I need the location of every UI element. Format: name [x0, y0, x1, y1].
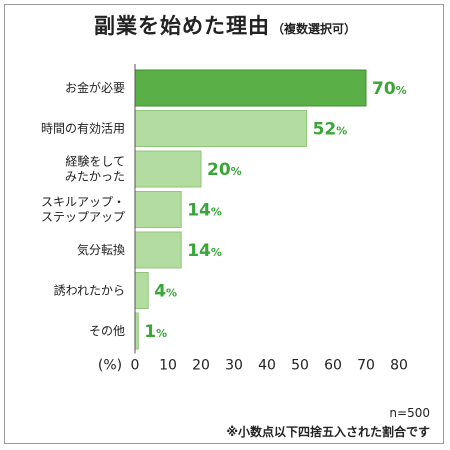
x-tick-label: 0: [131, 358, 140, 374]
value-label: 20%: [207, 160, 242, 180]
x-tick-label: 40: [258, 358, 276, 374]
x-axis-unit-label: (%): [98, 358, 122, 374]
x-tick-label: 80: [390, 358, 408, 374]
chart-title-group: 副業を始めた理由 （複数選択可）: [0, 10, 450, 40]
category-label: 時間の有効活用: [41, 121, 125, 136]
value-label: 4%: [154, 282, 177, 302]
x-tick-label: 50: [291, 358, 309, 374]
sample-size-note: n=500: [389, 406, 430, 420]
category-label: 誘われたから: [54, 284, 125, 298]
value-label: 14%: [187, 241, 222, 261]
chart-title: 副業を始めた理由: [93, 14, 270, 38]
bar: [134, 231, 182, 269]
bar: [134, 110, 308, 147]
x-tick-label: 30: [225, 358, 243, 374]
x-tick-label: 10: [159, 358, 177, 374]
bar: [134, 272, 149, 309]
category-label: スキルアップ・: [41, 195, 125, 209]
category-label: 気分転換: [77, 242, 125, 257]
x-tick-label: 20: [192, 358, 210, 374]
chart-subtitle: （複数選択可）: [271, 22, 356, 36]
bar: [134, 150, 202, 188]
category-label: その他: [89, 324, 125, 338]
value-label: 70%: [372, 79, 407, 99]
category-label: みたかった: [65, 170, 125, 184]
category-label: お金が必要: [65, 80, 125, 95]
category-label: 経験をして: [65, 154, 125, 169]
value-label: 52%: [313, 120, 348, 140]
bar: [134, 191, 182, 228]
bar: [134, 69, 367, 107]
rounding-note: ※小数点以下四捨五入された割合です: [226, 425, 430, 439]
value-label: 1%: [144, 322, 167, 342]
value-label: 14%: [187, 201, 222, 221]
x-tick-label: 70: [357, 358, 375, 374]
x-tick-label: 60: [324, 358, 342, 374]
category-label: ステップアップ: [41, 210, 125, 224]
